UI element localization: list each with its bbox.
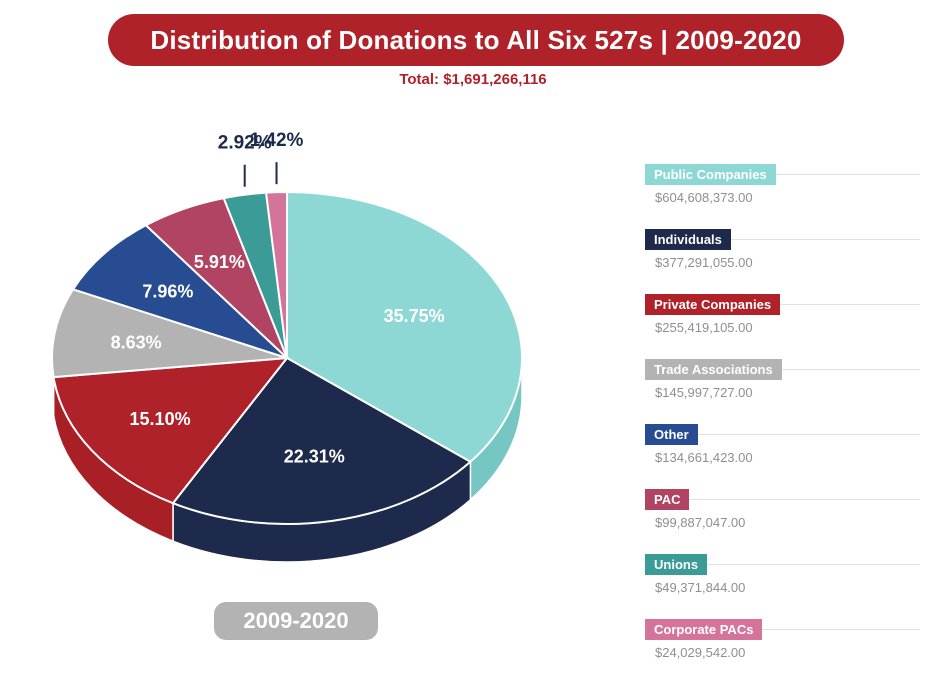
legend-divider <box>645 239 920 240</box>
chart-title: Distribution of Donations to All Six 527… <box>108 14 844 66</box>
pie-slice-3 <box>51 288 288 379</box>
chart-total: Total: $1,691,266,116 <box>399 71 547 88</box>
legend-label: Public Companies <box>645 164 776 185</box>
pie-slice-2 <box>52 356 290 505</box>
legend-label: Individuals <box>645 229 731 250</box>
pie-label-5: 5.91% <box>194 252 245 272</box>
legend-divider <box>645 564 920 565</box>
pie-label-1: 22.31% <box>284 447 345 467</box>
legend-label: Other <box>645 424 698 445</box>
legend-item: PAC $99,887,047.00 <box>645 489 920 549</box>
pie-slice-0 <box>286 190 523 464</box>
legend-item: Trade Associations $145,997,727.00 <box>645 359 920 419</box>
legend-label: Unions <box>645 554 708 575</box>
legend-item: Private Companies $255,419,105.00 <box>645 294 920 354</box>
legend-divider <box>645 434 920 435</box>
legend-amount: $145,997,727.00 <box>655 385 753 400</box>
legend-item: Unions $49,371,844.00 <box>645 554 920 614</box>
legend-divider <box>645 629 920 630</box>
legend-item: Public Companies $604,608,373.00 <box>645 164 920 224</box>
legend-label: Corporate PACs <box>645 619 763 640</box>
legend-amount: $604,608,373.00 <box>655 190 753 205</box>
legend-amount: $134,661,423.00 <box>655 450 753 465</box>
legend-item: Other $134,661,423.00 <box>645 424 920 484</box>
legend-amount: $24,029,542.00 <box>655 645 746 660</box>
pie-slice-4 <box>71 224 288 359</box>
legend-divider <box>645 174 920 175</box>
pie-label-6: 2.92% <box>218 133 272 154</box>
pie-label-0: 35.75% <box>384 306 445 326</box>
legend-divider <box>645 304 920 305</box>
pie-slice-1 <box>171 356 473 525</box>
legend-label: Trade Associations <box>645 359 782 380</box>
pie-label-2: 15.10% <box>130 409 191 429</box>
period-badge: 2009-2020 <box>214 602 378 640</box>
legend-amount: $255,419,105.00 <box>655 320 753 335</box>
legend-label: PAC <box>645 489 690 510</box>
legend-label: Private Companies <box>645 294 781 315</box>
legend-amount: $99,887,047.00 <box>655 515 746 530</box>
pie-slice-7 <box>264 190 288 359</box>
legend-amount: $49,371,844.00 <box>655 580 746 595</box>
legend-amount: $377,291,055.00 <box>655 255 753 270</box>
pie-label-4: 7.96% <box>142 281 193 301</box>
legend-divider <box>645 369 920 370</box>
legend-divider <box>645 499 920 500</box>
pie-label-7: 1.42% <box>250 130 304 151</box>
pie-label-3: 8.63% <box>111 332 162 352</box>
legend-item: Individuals $377,291,055.00 <box>645 229 920 289</box>
legend-item: Corporate PACs $24,029,542.00 <box>645 619 920 679</box>
